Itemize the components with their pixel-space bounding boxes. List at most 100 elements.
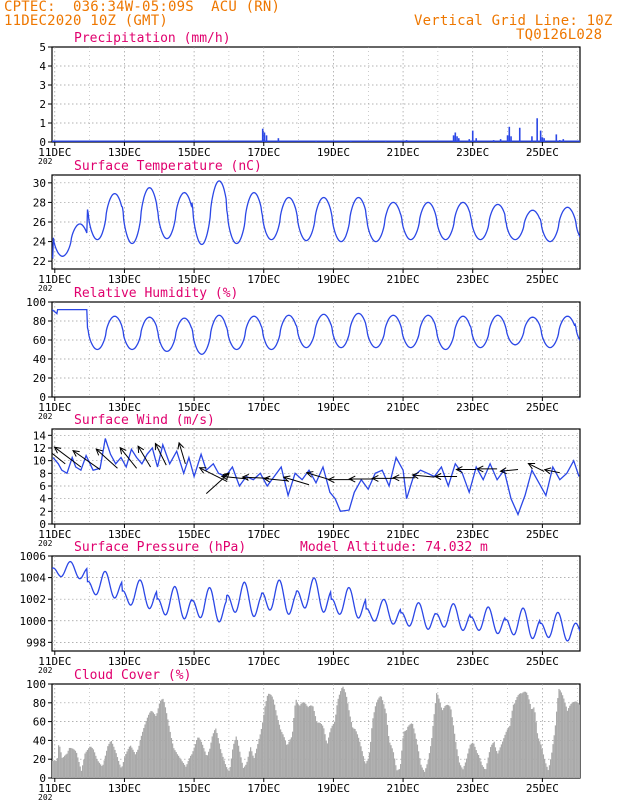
cloud-bar bbox=[382, 700, 384, 778]
precip-bar bbox=[518, 127, 521, 142]
cloud-bar bbox=[541, 749, 543, 778]
cloud-bar bbox=[176, 754, 179, 778]
cloud-bar bbox=[514, 703, 516, 778]
cloud-bar bbox=[110, 741, 113, 778]
x-year-fragment: 202 bbox=[38, 412, 53, 421]
precip-bar bbox=[475, 138, 478, 142]
cloud-bar bbox=[102, 764, 104, 778]
cloud-bar bbox=[343, 689, 345, 778]
cloud-bar bbox=[450, 709, 452, 778]
cloud-bar bbox=[265, 700, 267, 778]
x-tick-label: 23DEC bbox=[456, 655, 489, 668]
panel-pressure: 998 1000 1002 1004 1006 11DEC 13DEC 15DEC 17DEC 1… bbox=[20, 540, 581, 675]
cloud-bar bbox=[518, 693, 521, 778]
cloud-bar bbox=[232, 749, 234, 778]
cloud-bar bbox=[301, 702, 303, 778]
cloud-bar bbox=[258, 738, 260, 778]
cloud-bar bbox=[554, 725, 557, 778]
cloud-bar bbox=[310, 705, 312, 778]
cloud-bar bbox=[276, 715, 278, 778]
cloud-bar bbox=[271, 696, 273, 778]
cloud-bar bbox=[361, 751, 363, 778]
cloud-bar bbox=[565, 706, 567, 778]
cloud-bar bbox=[146, 717, 149, 778]
y-tick-label: 80 bbox=[33, 697, 46, 710]
cloud-bar bbox=[455, 742, 457, 778]
y-tick-label: 4 bbox=[39, 60, 46, 73]
precip-bar bbox=[265, 135, 268, 142]
cloud-bar bbox=[143, 728, 145, 778]
cloud-bar bbox=[370, 741, 372, 778]
cloud-bar bbox=[116, 757, 119, 778]
cloud-bar bbox=[350, 722, 353, 778]
cloud-bar bbox=[224, 764, 227, 778]
cloud-bar bbox=[115, 753, 117, 778]
x-year-fragment: 202 bbox=[38, 539, 53, 548]
cloud-bar bbox=[86, 749, 89, 778]
wind-arrow bbox=[411, 472, 435, 479]
cloud-bar bbox=[79, 766, 81, 778]
x-tick-label: 23DEC bbox=[456, 146, 489, 159]
y-tick-label: 1000 bbox=[20, 615, 47, 628]
cloud-bar bbox=[131, 747, 133, 778]
cloud-bar bbox=[378, 697, 380, 778]
cloud-bar bbox=[58, 745, 60, 778]
cloud-bar bbox=[164, 707, 167, 778]
cloud-bar bbox=[410, 723, 413, 778]
cloud-bar bbox=[330, 728, 332, 778]
cloud-bar bbox=[256, 748, 258, 778]
cloud-bar bbox=[528, 699, 530, 778]
cloud-bar bbox=[425, 768, 427, 778]
cloud-bar bbox=[160, 700, 162, 778]
y-tick-label: 60 bbox=[33, 716, 46, 729]
cloud-bar bbox=[83, 759, 85, 778]
cloud-bar bbox=[547, 770, 549, 778]
cloud-bar bbox=[352, 727, 354, 778]
cloud-bar bbox=[506, 729, 509, 778]
cloud-bar bbox=[101, 765, 103, 778]
cloud-bar bbox=[355, 731, 357, 778]
wind-arrow bbox=[262, 475, 289, 483]
cloud-bar bbox=[341, 688, 343, 778]
cloud-bar bbox=[188, 758, 191, 778]
cloud-bar bbox=[499, 747, 501, 778]
cloud-bar bbox=[348, 710, 350, 778]
y-tick-label: 1006 bbox=[20, 550, 47, 563]
cloud-bar bbox=[247, 756, 249, 778]
cloud-bar bbox=[486, 763, 488, 778]
wind-arrow bbox=[327, 476, 353, 484]
cloud-bar bbox=[377, 699, 379, 778]
cloud-bar bbox=[540, 744, 542, 778]
cloud-bar bbox=[259, 734, 261, 778]
cloud-bar bbox=[257, 744, 259, 778]
cloud-bar bbox=[563, 698, 565, 778]
cloud-bar bbox=[287, 744, 289, 778]
cloud-bar bbox=[104, 755, 107, 778]
x-tick-label: 23DEC bbox=[456, 782, 489, 795]
x-tick-label: 19DEC bbox=[317, 146, 350, 159]
cloud-bar bbox=[574, 701, 576, 778]
cloud-bar bbox=[127, 748, 129, 778]
cloud-bar bbox=[132, 749, 134, 778]
cloud-bar bbox=[542, 754, 545, 778]
cloud-bar bbox=[437, 694, 439, 778]
x-tick-label: 25DEC bbox=[526, 401, 559, 414]
wind-arrow bbox=[177, 441, 186, 464]
cloud-bar bbox=[354, 729, 356, 778]
cloud-bar bbox=[358, 737, 360, 778]
cloud-bar bbox=[60, 752, 62, 778]
cloud-bar bbox=[242, 767, 245, 778]
cloud-bar bbox=[365, 763, 367, 778]
cloud-bar bbox=[374, 706, 377, 778]
x-tick-label: 17DEC bbox=[247, 655, 280, 668]
panel-frame bbox=[51, 301, 581, 398]
cloud-bar bbox=[419, 758, 421, 778]
cloud-bar bbox=[61, 757, 63, 778]
cloud-bar bbox=[192, 751, 194, 778]
cloud-bar bbox=[329, 732, 331, 778]
cloud-bar bbox=[133, 751, 135, 778]
cloud-bar bbox=[112, 743, 114, 778]
cloud-bar bbox=[373, 712, 375, 778]
cloud-bar bbox=[290, 737, 293, 778]
cloud-bar bbox=[161, 699, 163, 778]
